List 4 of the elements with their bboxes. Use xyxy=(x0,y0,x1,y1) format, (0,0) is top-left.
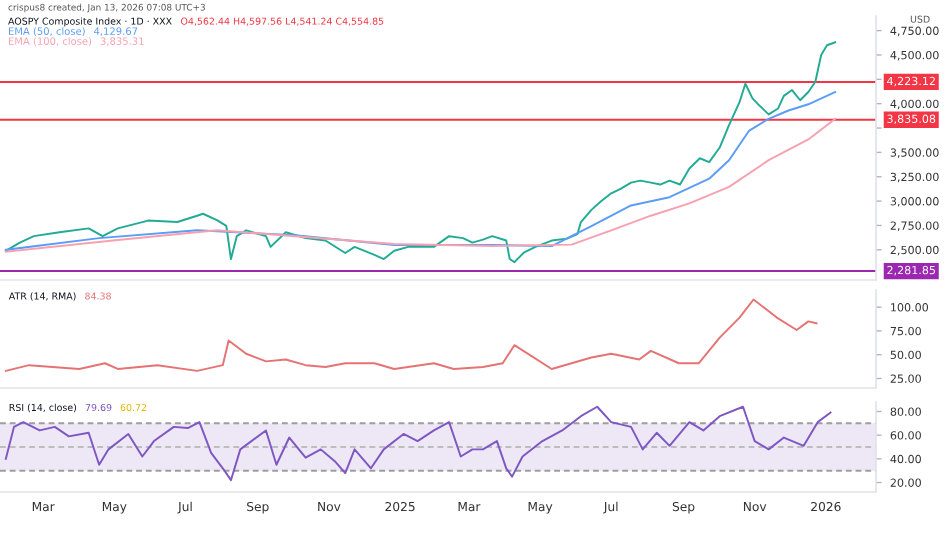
line-series xyxy=(4,298,818,372)
line-series xyxy=(4,117,837,253)
line-series xyxy=(4,405,832,482)
line-series xyxy=(4,41,837,264)
